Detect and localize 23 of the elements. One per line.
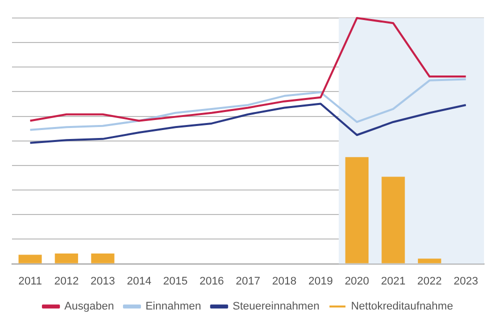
x-tick-label: 2017 (236, 275, 260, 288)
legend-label: Einnahmen (145, 300, 202, 313)
legend-label: Steuereinnahmen (232, 300, 320, 313)
bar (18, 254, 42, 264)
legend-label: Nettokreditaufnahme (350, 300, 454, 313)
bar (345, 157, 369, 264)
x-tick-label: 2012 (54, 275, 79, 288)
x-tick-label: 2014 (126, 275, 152, 288)
bar (54, 253, 78, 264)
bar (382, 176, 405, 264)
bar (418, 258, 442, 264)
bar (91, 253, 114, 264)
x-tick-label: 2011 (18, 275, 42, 288)
legend-label: Ausgaben (64, 300, 114, 313)
x-tick-label: 2015 (163, 275, 188, 288)
x-tick-label: 2021 (380, 275, 406, 288)
x-tick-label: 2020 (344, 275, 370, 288)
x-tick-label: 2019 (308, 275, 333, 288)
x-tick-label: 2016 (199, 275, 224, 288)
x-tick-label: 2022 (417, 275, 442, 288)
x-tick-label: 2023 (454, 275, 478, 288)
x-tick-label: 2018 (272, 275, 297, 288)
x-tick-label: 2013 (90, 275, 116, 288)
